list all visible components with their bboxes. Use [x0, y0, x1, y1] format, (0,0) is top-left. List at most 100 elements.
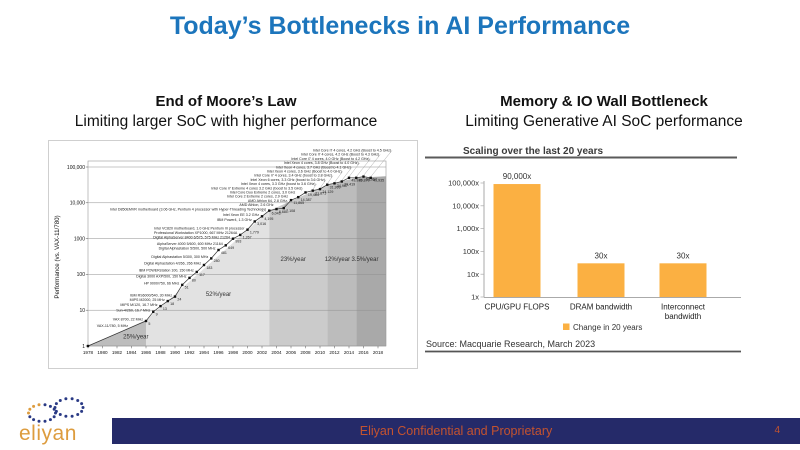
svg-text:Sun-4/260, 16.7 MHz: Sun-4/260, 16.7 MHz [116, 309, 150, 313]
svg-text:2014: 2014 [344, 350, 355, 355]
svg-text:IBM POWERstation 100, 150 MHz: IBM POWERstation 100, 150 MHz [139, 269, 194, 273]
svg-text:117: 117 [199, 273, 205, 277]
svg-text:Intel Core i7 4 cores, 3.4 GHz: Intel Core i7 4 cores, 3.4 GHz (boost to… [254, 174, 332, 178]
data-point [246, 228, 249, 231]
svg-text:1982: 1982 [112, 350, 123, 355]
svg-text:14,387: 14,387 [301, 198, 312, 202]
svg-text:2004: 2004 [271, 350, 282, 355]
svg-text:Intel Core i7 Extreme 4 cores: Intel Core i7 Extreme 4 cores 3.2 GHz (b… [211, 186, 302, 190]
data-point [333, 182, 336, 185]
footer-bar: Eliyan Confidential and Proprietary 4 [112, 418, 800, 444]
data-point [297, 195, 300, 199]
data-point [318, 187, 322, 191]
svg-text:5: 5 [148, 322, 150, 326]
svg-text:2000: 2000 [242, 350, 253, 355]
svg-text:HP 9000/750, 66 MHz: HP 9000/750, 66 MHz [144, 282, 179, 286]
legend: Change in 20 years [563, 323, 642, 332]
svg-text:1,000x: 1,000x [456, 224, 479, 233]
svg-text:24: 24 [177, 297, 181, 301]
svg-text:1000: 1000 [74, 236, 85, 242]
svg-text:bandwidth: bandwidth [665, 312, 701, 321]
svg-text:1,779: 1,779 [250, 230, 259, 234]
svg-text:Digital AlphaServer 8400 6/575: Digital AlphaServer 8400 6/575, 575 MHz … [153, 235, 230, 239]
svg-text:100,000: 100,000 [67, 165, 85, 171]
data-point [304, 191, 307, 194]
data-point [311, 189, 314, 192]
data-point [231, 237, 235, 240]
svg-text:2002: 2002 [257, 350, 268, 355]
svg-text:Intel Xeon 4 cores, 3.7 GHz (B: Intel Xeon 4 cores, 3.7 GHz (Boost to 4.… [276, 165, 351, 169]
svg-text:49,870: 49,870 [359, 179, 370, 183]
svg-text:100: 100 [77, 272, 86, 278]
svg-text:IBM RS6000/540, 30 MHz: IBM RS6000/540, 30 MHz [130, 293, 172, 297]
data-point [210, 257, 213, 260]
data-point [268, 209, 271, 212]
svg-text:MIPS M2000, 25 MHz: MIPS M2000, 25 MHz [130, 298, 165, 302]
left-panel-heading: End of Moore’s Law [155, 93, 297, 110]
data-point [173, 295, 177, 298]
svg-text:MIPS M/120, 16.7 MHz: MIPS M/120, 16.7 MHz [120, 303, 157, 307]
svg-text:3,016: 3,016 [257, 222, 266, 226]
svg-text:34,967: 34,967 [337, 184, 348, 188]
data-point [181, 283, 184, 287]
svg-text:10x: 10x [467, 270, 479, 279]
svg-text:Interconnect: Interconnect [661, 303, 706, 312]
svg-text:VAX-11/780, 5 MHz: VAX-11/780, 5 MHz [97, 324, 128, 328]
data-point [253, 220, 256, 223]
svg-text:183: 183 [206, 266, 212, 270]
data-point [347, 176, 351, 179]
svg-text:12%/year: 12%/year [325, 257, 350, 263]
svg-text:Intel Core 2 Extreme 2 cores,: Intel Core 2 Extreme 2 cores, 2.9 GHz [227, 195, 288, 199]
plot-frame [87, 160, 387, 347]
svg-text:Intel Core i7 4 cores, 4.2 GHz: Intel Core i7 4 cores, 4.2 GHz (Boost to… [301, 153, 379, 157]
svg-text:3.5%/year: 3.5%/year [351, 257, 378, 263]
svg-text:2012: 2012 [329, 350, 340, 355]
axes: 1 10 100 1000 10,000 100,000 1978 1980 1982 1984 1… [54, 165, 384, 355]
svg-text:Digital Alphastation 5/300, 30: Digital Alphastation 5/300, 300 MHz [151, 255, 208, 259]
right-panel-subheading: Limiting Generative AI SoC performance [465, 113, 743, 130]
svg-text:100x: 100x [463, 247, 480, 256]
svg-text:Intel Core i7 4 cores, 4.0 GHz: Intel Core i7 4 cores, 4.0 GHz (Boost to… [291, 157, 369, 161]
bar [493, 184, 541, 297]
svg-text:2018: 2018 [373, 350, 384, 355]
svg-text:19,484: 19,484 [308, 193, 319, 197]
svg-text:2016: 2016 [358, 350, 369, 355]
svg-text:23%/year: 23%/year [280, 257, 305, 263]
svg-text:10,000: 10,000 [70, 201, 86, 207]
svg-text:1992: 1992 [184, 350, 195, 355]
svg-text:Intel Xeon EE 3.2 GHz: Intel Xeon EE 3.2 GHz [223, 213, 259, 217]
svg-text:1978: 1978 [83, 350, 94, 355]
svg-text:Intel VC820 motherboard, 1.0 G: Intel VC820 motherboard, 1.0 GHz Pentium… [154, 226, 245, 230]
svg-text:2006: 2006 [286, 350, 297, 355]
logo-dots [27, 397, 85, 423]
svg-text:13: 13 [163, 307, 167, 311]
svg-text:1990: 1990 [170, 350, 181, 355]
svg-text:1984: 1984 [126, 350, 137, 355]
svg-text:IBM Power4, 1.3 GHz: IBM Power4, 1.3 GHz [217, 218, 252, 222]
bar [577, 263, 625, 297]
data-point [202, 263, 206, 267]
eliyan-logo-svg: eliyan [19, 397, 85, 445]
svg-text:6,043: 6,043 [272, 211, 281, 215]
data-point [282, 206, 285, 210]
data-point [217, 248, 220, 252]
source-text: Source: Macquarie Research, March 2023 [426, 339, 595, 349]
svg-text:10,000x: 10,000x [452, 201, 479, 210]
data-point [275, 207, 278, 211]
svg-text:CPU/GPU FLOPS: CPU/GPU FLOPS [485, 303, 550, 312]
data-point [369, 176, 372, 179]
svg-text:49,935: 49,935 [373, 179, 384, 183]
svg-text:9: 9 [156, 313, 158, 317]
bars: 90,000x CPU/GPU FLOPS 30x DRAM bandwidth 30x… [485, 172, 707, 321]
svg-text:649: 649 [228, 246, 234, 250]
svg-text:1996: 1996 [213, 350, 224, 355]
right-panel-heading: Memory & IO Wall Bottleneck [500, 93, 708, 110]
data-point [355, 176, 358, 180]
memory-io-wall-chart: Scaling over the last 20 years 1x 10x 100x 1… [425, 143, 770, 355]
svg-text:Intel Xeon 6 cores, 3.3 GHz (b: Intel Xeon 6 cores, 3.3 GHz (boost to 3.… [250, 178, 325, 182]
slide-title: Today’s Bottlenecks in AI Performance [169, 12, 631, 40]
data-point [188, 276, 191, 280]
svg-text:53,967: 53,967 [366, 177, 377, 181]
